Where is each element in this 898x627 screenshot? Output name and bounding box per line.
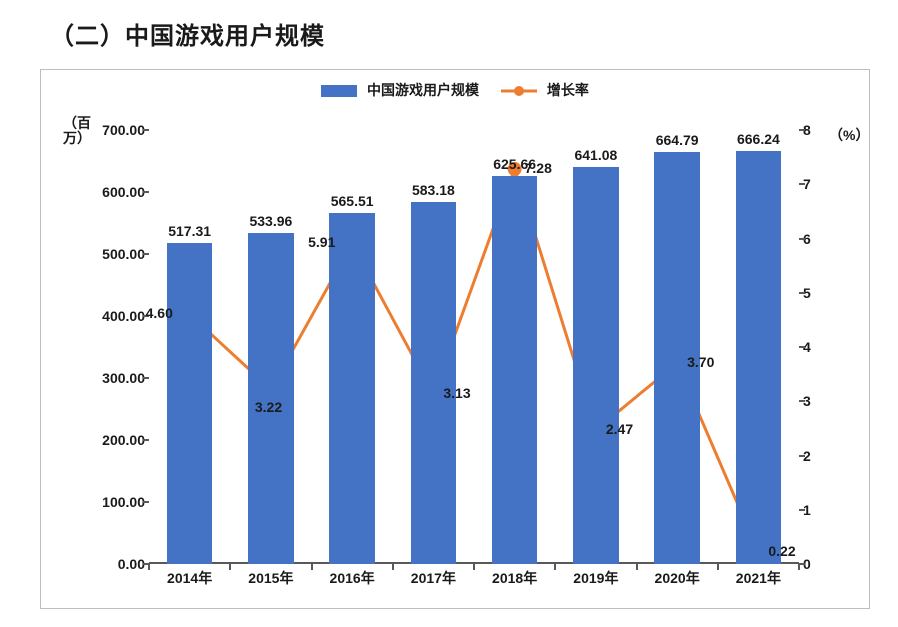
line-value-label: 3.70 bbox=[687, 354, 714, 370]
line-value-label: 3.22 bbox=[255, 399, 282, 415]
x-tick-mark bbox=[798, 564, 800, 570]
x-category-label: 2015年 bbox=[248, 568, 293, 588]
y-right-tick-mark bbox=[799, 400, 805, 402]
y-left-tick-label: 600.00 bbox=[102, 184, 145, 200]
y-axis-left-ticks: 0.00100.00200.00300.00400.00500.00600.00… bbox=[87, 130, 145, 564]
x-tick-mark bbox=[554, 564, 556, 570]
x-axis-categories: 2014年 2015年 2016年 2017年 2018年 2019年 2020年 2021年 bbox=[149, 568, 799, 592]
y-left-tick-label: 200.00 bbox=[102, 432, 145, 448]
bar bbox=[329, 213, 375, 564]
x-category-label: 2014年 bbox=[167, 568, 212, 588]
y-left-tick-label: 700.00 bbox=[102, 122, 145, 138]
y-left-tick-label: 500.00 bbox=[102, 246, 145, 262]
x-tick-mark bbox=[392, 564, 394, 570]
y-left-tick-mark bbox=[143, 253, 149, 255]
plot-area: 0.00100.00200.00300.00400.00500.00600.00… bbox=[149, 130, 799, 564]
y-right-tick-mark bbox=[799, 238, 805, 240]
x-category-label: 2017年 bbox=[411, 568, 456, 588]
x-tick-mark bbox=[636, 564, 638, 570]
y-left-tick-mark bbox=[143, 501, 149, 503]
bar bbox=[492, 176, 538, 564]
x-category-label: 2021年 bbox=[736, 568, 781, 588]
y-left-tick-label: 0.00 bbox=[118, 556, 145, 572]
y-left-tick-mark bbox=[143, 191, 149, 193]
line-value-label: 4.60 bbox=[146, 305, 173, 321]
line-value-label: 7.28 bbox=[525, 160, 552, 176]
bar-value-label: 517.31 bbox=[168, 223, 211, 239]
y-axis-left-title: （百万） bbox=[63, 116, 79, 147]
y-axis-right-ticks: 012345678 bbox=[803, 130, 837, 564]
line-value-label: 5.91 bbox=[308, 234, 335, 250]
bar bbox=[573, 167, 619, 564]
y-right-tick-mark bbox=[799, 509, 805, 511]
y-left-tick-label: 300.00 bbox=[102, 370, 145, 386]
bar-value-label: 583.18 bbox=[412, 182, 455, 198]
x-tick-mark bbox=[311, 564, 313, 570]
bar-value-label: 533.96 bbox=[249, 213, 292, 229]
y-left-tick-mark bbox=[143, 377, 149, 379]
legend-label-bars: 中国游戏用户规模 bbox=[367, 82, 479, 98]
bar-value-label: 565.51 bbox=[331, 193, 374, 209]
bar-value-label: 664.79 bbox=[656, 132, 699, 148]
bar bbox=[411, 202, 457, 564]
section-title: （二）中国游戏用户规模 bbox=[50, 16, 870, 51]
bar-value-label: 641.08 bbox=[574, 147, 617, 163]
legend-swatch-line bbox=[501, 85, 537, 97]
line-value-label: 3.13 bbox=[443, 385, 470, 401]
x-tick-mark bbox=[229, 564, 231, 570]
x-tick-mark bbox=[473, 564, 475, 570]
y-right-tick-mark bbox=[799, 455, 805, 457]
y-left-tick-label: 100.00 bbox=[102, 494, 145, 510]
y-right-tick-mark bbox=[799, 346, 805, 348]
y-left-tick-mark bbox=[143, 129, 149, 131]
x-tick-mark bbox=[717, 564, 719, 570]
x-category-label: 2020年 bbox=[655, 568, 700, 588]
x-tick-mark bbox=[148, 564, 150, 570]
legend-swatch-bars bbox=[321, 85, 357, 97]
line-series-layer bbox=[149, 130, 799, 564]
legend: 中国游戏用户规模 增长率 bbox=[41, 80, 869, 100]
x-category-label: 2018年 bbox=[492, 568, 537, 588]
x-category-label: 2019年 bbox=[573, 568, 618, 588]
y-right-tick-mark bbox=[799, 292, 805, 294]
y-left-tick-label: 400.00 bbox=[102, 308, 145, 324]
x-category-label: 2016年 bbox=[330, 568, 375, 588]
y-left-tick-mark bbox=[143, 439, 149, 441]
line-value-label: 2.47 bbox=[606, 421, 633, 437]
y-right-tick-mark bbox=[799, 183, 805, 185]
y-right-tick-mark bbox=[799, 129, 805, 131]
bar-value-label: 666.24 bbox=[737, 131, 780, 147]
chart-container: 中国游戏用户规模 增长率 （百万） （%） 0.00100.00200.0030… bbox=[40, 69, 870, 609]
line-value-label: 0.22 bbox=[768, 543, 795, 559]
legend-label-line: 增长率 bbox=[547, 82, 589, 98]
bar bbox=[736, 151, 782, 564]
bar bbox=[167, 243, 213, 564]
